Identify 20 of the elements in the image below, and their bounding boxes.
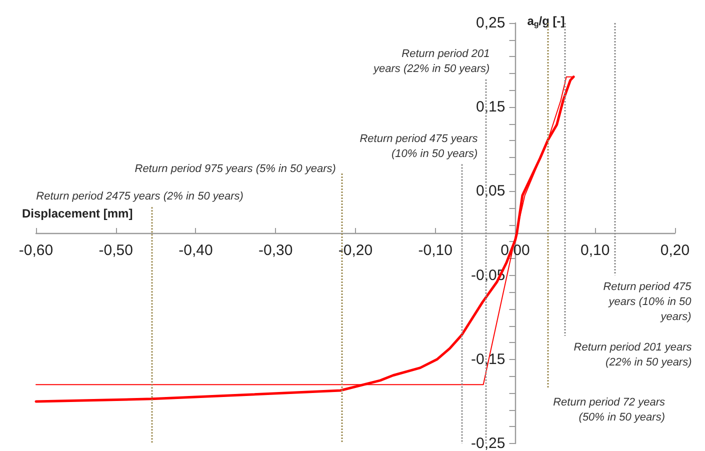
- ref-line-label: Return period 975 years (5% in 50 years): [134, 163, 336, 176]
- x-tick-label: -0,10: [418, 242, 452, 259]
- y-tick-label: 0,05: [476, 182, 506, 200]
- ref-line-label: Return period 475 years (10% in 50 years): [360, 132, 478, 160]
- ref-line-label: Return period 201 years (22% in 50 years): [372, 48, 490, 75]
- x-tick-label: -0,60: [18, 242, 54, 259]
- ref-line-label: Return period 201 years (22% in 50 years): [574, 341, 692, 368]
- x-tick-label: 0,20: [660, 242, 690, 259]
- x-tick-label: -0,50: [98, 242, 133, 259]
- x-tick-label: -0,30: [258, 242, 293, 259]
- x-axis-title: Displacement [mm]: [22, 206, 133, 220]
- x-tick-label: -0,40: [178, 242, 213, 259]
- ref-line-label: Return period 475 years (10% in 50 years): [603, 280, 692, 323]
- ref-line-label: Return period 72 years (50% in 50 years): [553, 396, 666, 424]
- y-tick-label: 0,25: [476, 14, 506, 32]
- x-tick-label: -0,20: [338, 242, 373, 259]
- x-tick-label: 0,10: [580, 242, 610, 259]
- ref-line-label: Return period 2475 years (2% in 50 years): [36, 190, 244, 203]
- y-tick-label: -0,25: [471, 435, 506, 451]
- y-tick-label: 0,15: [476, 98, 506, 116]
